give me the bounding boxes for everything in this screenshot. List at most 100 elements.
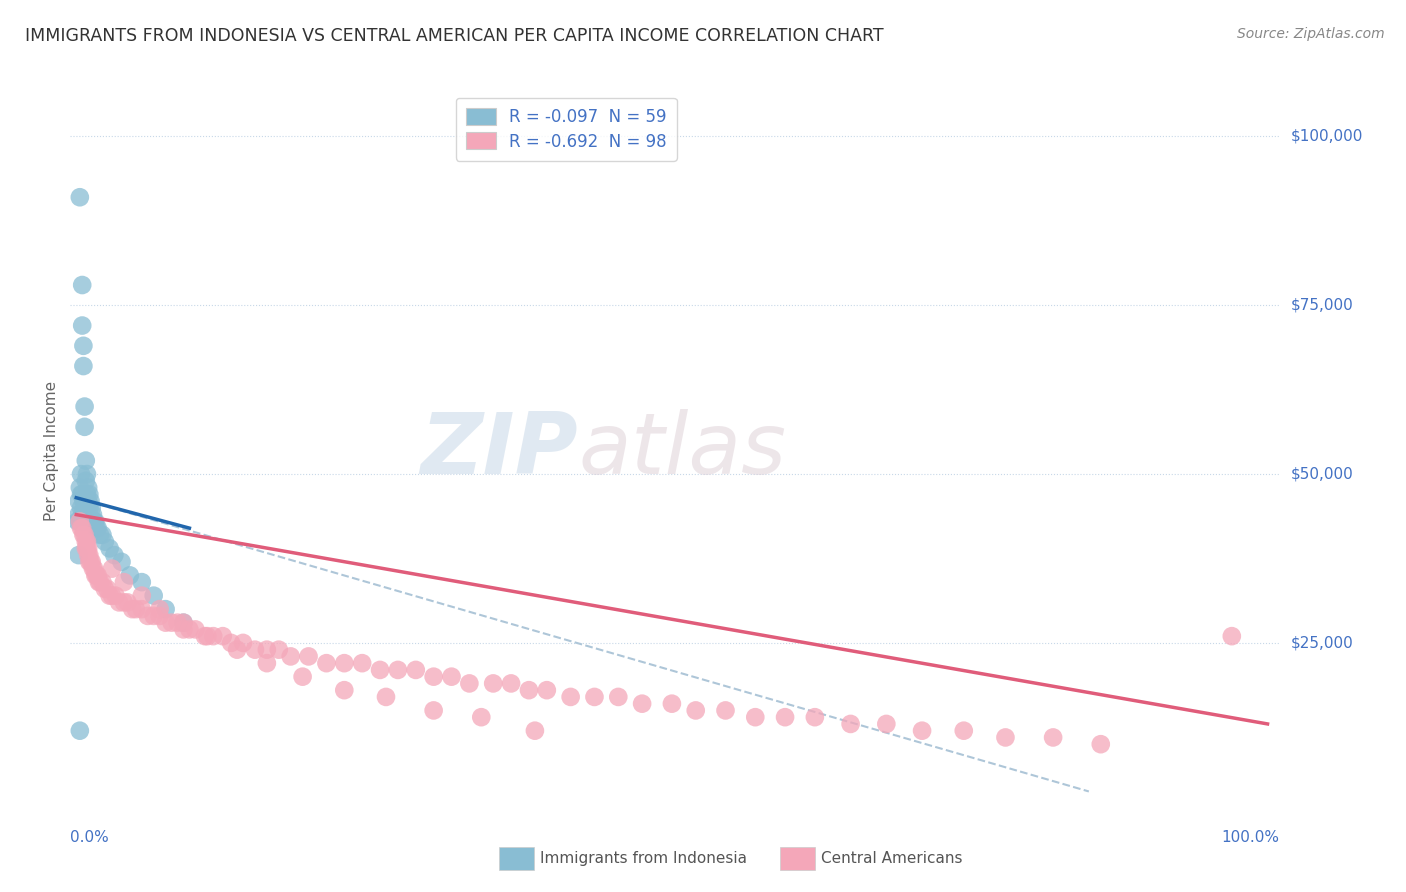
Point [714, 703, 737, 717]
Point [98, 589, 121, 603]
Point [82, 508, 104, 522]
Point [89, 528, 111, 542]
Point [70, 508, 93, 522]
Point [202, 629, 225, 643]
Point [131, 602, 153, 616]
Point [179, 623, 201, 637]
Point [73, 508, 96, 522]
Point [375, 690, 398, 704]
Point [83, 514, 105, 528]
Point [297, 649, 319, 664]
Point [291, 670, 314, 684]
Point [70, 467, 93, 481]
Point [86, 568, 108, 582]
Point [79, 514, 101, 528]
Point [333, 656, 356, 670]
Point [125, 602, 148, 616]
Point [79, 500, 101, 515]
Point [280, 649, 302, 664]
Text: Central Americans: Central Americans [821, 851, 963, 865]
Point [69, 514, 91, 528]
Point [72, 528, 94, 542]
Point [911, 723, 934, 738]
Point [155, 602, 177, 616]
Point [101, 561, 124, 575]
Point [166, 615, 188, 630]
Point [70, 521, 93, 535]
Point [75, 541, 97, 556]
Point [76, 487, 98, 501]
Point [80, 555, 103, 569]
Point [94, 534, 117, 549]
Point [72, 514, 94, 528]
Point [101, 589, 124, 603]
Point [72, 339, 94, 353]
Point [523, 723, 546, 738]
Point [79, 555, 101, 569]
Point [75, 534, 97, 549]
Point [470, 710, 492, 724]
Point [121, 602, 143, 616]
Point [77, 541, 100, 556]
Point [1220, 629, 1243, 643]
Point [405, 663, 427, 677]
Point [76, 500, 98, 515]
Point [79, 494, 101, 508]
Point [536, 683, 558, 698]
Point [517, 683, 540, 698]
Point [458, 676, 481, 690]
Point [70, 487, 93, 501]
Point [77, 481, 100, 495]
Point [84, 568, 107, 582]
Point [86, 521, 108, 535]
Point [75, 474, 97, 488]
Point [77, 514, 100, 528]
Point [226, 642, 249, 657]
Point [83, 561, 105, 575]
Point [79, 487, 101, 501]
Point [773, 710, 796, 724]
Point [804, 710, 827, 724]
Point [89, 575, 111, 590]
Point [66, 514, 89, 528]
Point [103, 548, 125, 562]
Text: ZIP: ZIP [420, 409, 578, 492]
Legend: R = -0.097  N = 59, R = -0.692  N = 98: R = -0.097 N = 59, R = -0.692 N = 98 [456, 97, 676, 161]
Point [79, 548, 101, 562]
Point [368, 663, 391, 677]
Point [440, 670, 463, 684]
Point [172, 623, 194, 637]
Point [160, 615, 183, 630]
Point [994, 731, 1017, 745]
Point [112, 575, 135, 590]
Text: Immigrants from Indonesia: Immigrants from Indonesia [540, 851, 747, 865]
Point [142, 589, 165, 603]
Text: Source: ZipAtlas.com: Source: ZipAtlas.com [1237, 27, 1385, 41]
Point [112, 595, 135, 609]
Point [839, 717, 862, 731]
Text: $25,000: $25,000 [1291, 635, 1354, 650]
Point [70, 278, 93, 293]
Point [67, 508, 90, 522]
Point [211, 629, 233, 643]
Point [131, 589, 153, 603]
Point [149, 608, 172, 623]
Text: IMMIGRANTS FROM INDONESIA VS CENTRAL AMERICAN PER CAPITA INCOME CORRELATION CHAR: IMMIGRANTS FROM INDONESIA VS CENTRAL AME… [25, 27, 884, 45]
Point [195, 629, 218, 643]
Point [172, 615, 194, 630]
Point [104, 589, 127, 603]
Point [80, 500, 103, 515]
Point [1090, 737, 1112, 751]
Point [136, 608, 159, 623]
Point [131, 575, 153, 590]
Point [98, 541, 121, 556]
Point [387, 663, 409, 677]
Point [70, 487, 93, 501]
Point [96, 582, 118, 596]
Point [76, 541, 98, 556]
Text: 0.0%: 0.0% [70, 830, 110, 846]
Point [70, 318, 93, 333]
Point [1042, 731, 1064, 745]
Point [94, 582, 117, 596]
Point [108, 595, 131, 609]
